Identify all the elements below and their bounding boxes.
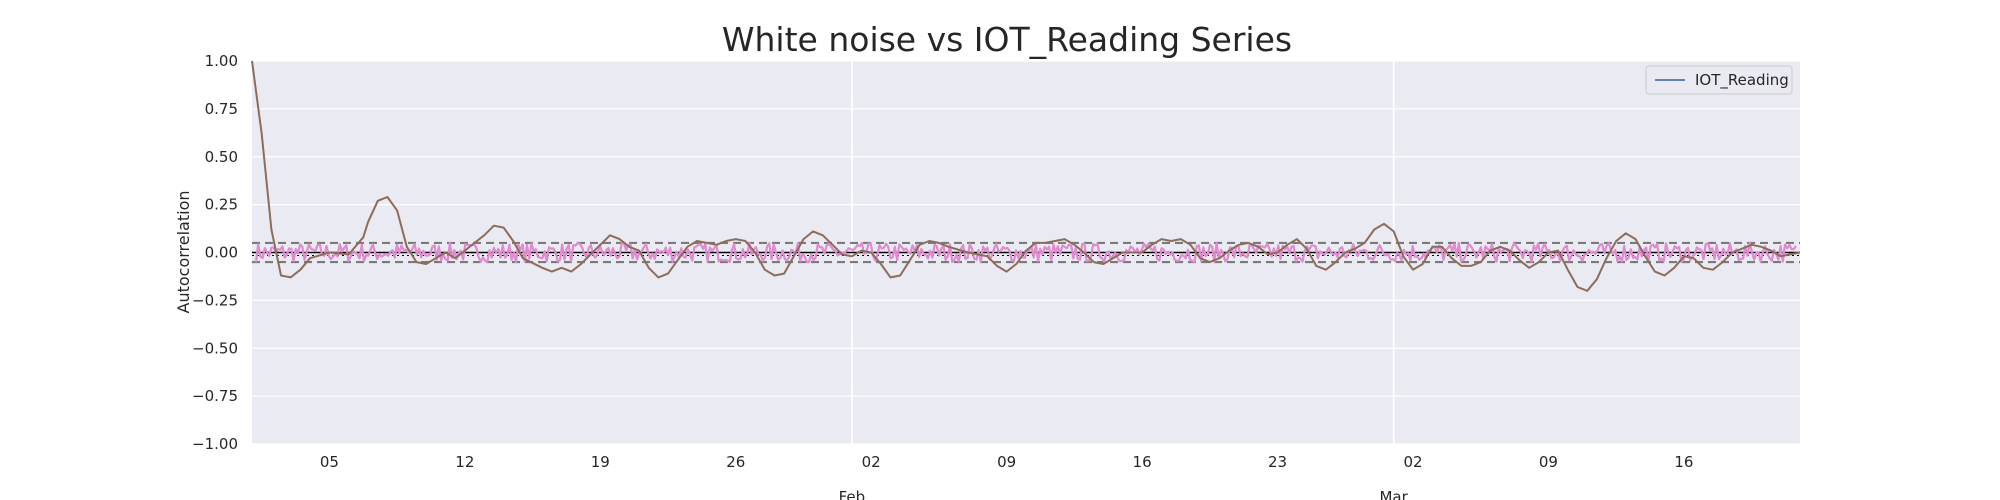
x-tick-label: 09	[1539, 453, 1558, 471]
y-tick-label: 0.75	[205, 100, 238, 118]
x-tick-label: 26	[726, 453, 745, 471]
legend-box	[1645, 65, 1793, 95]
x-tick-label: 02	[1403, 453, 1422, 471]
y-tick-label: −0.25	[192, 291, 238, 309]
x-tick-label: 16	[1133, 453, 1152, 471]
x-month-label: Mar	[1379, 488, 1408, 500]
x-axis-ticks: 05 12 19 26 02 09 16 23 02 09 16 Feb Mar	[320, 453, 1694, 500]
x-tick-label: 23	[1268, 453, 1287, 471]
legend-label-iot-reading: IOT_Reading	[1695, 71, 1789, 90]
legend: IOT_Reading	[1645, 65, 1793, 95]
y-tick-label: −1.00	[192, 435, 238, 453]
chart-title: White noise vs IOT_Reading Series	[722, 20, 1292, 59]
white-noise-series	[254, 241, 1797, 264]
x-month-label: Feb	[839, 488, 866, 500]
x-tick-label: 09	[997, 453, 1016, 471]
x-tick-label: 02	[862, 453, 881, 471]
y-tick-label: 0.25	[205, 196, 238, 214]
y-tick-label: −0.50	[192, 339, 238, 357]
x-tick-label: 19	[591, 453, 610, 471]
x-tick-label: 12	[455, 453, 474, 471]
iot-reading-series	[251, 60, 1801, 292]
y-axis-ticks: 1.00 0.75 0.50 0.25 0.00 −0.25 −0.50 −0.75 −1.00	[192, 52, 238, 453]
y-tick-label: 0.50	[205, 148, 238, 166]
y-axis-label: Autocorrelation	[174, 191, 193, 314]
y-tick-label: 0.00	[205, 244, 238, 262]
x-tick-label: 05	[320, 453, 339, 471]
x-tick-label: 16	[1674, 453, 1693, 471]
white-noise-line	[254, 241, 1797, 264]
y-tick-label: 1.00	[205, 52, 238, 70]
y-tick-label: −0.75	[192, 387, 238, 405]
